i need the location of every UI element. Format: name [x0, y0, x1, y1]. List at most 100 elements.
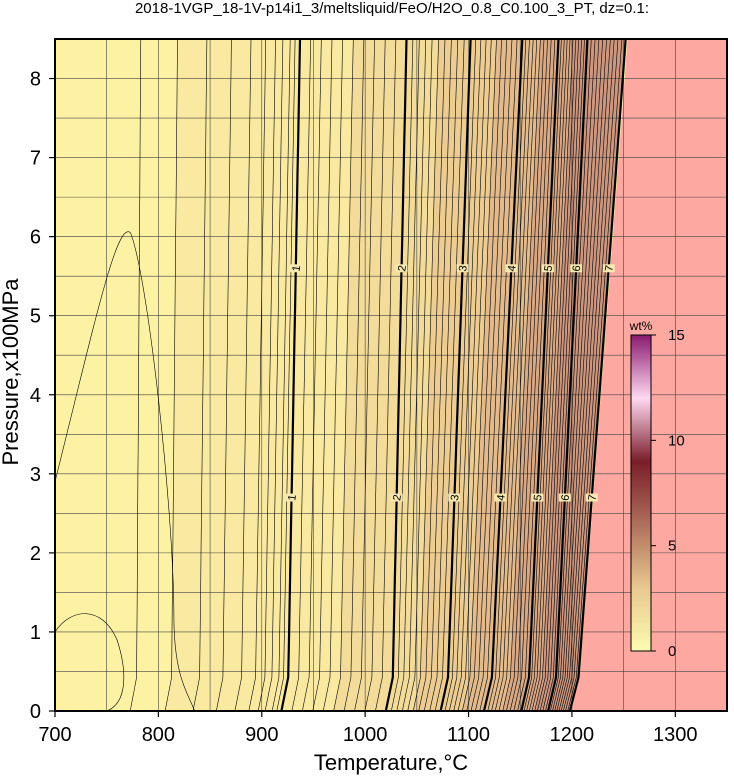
contour-line: [487, 39, 527, 711]
contour-line: [534, 39, 574, 711]
field-band: [281, 39, 354, 711]
y-tick-label: 1: [30, 622, 41, 644]
y-tick-label: 7: [30, 148, 41, 170]
contour-label-bg: [531, 493, 544, 502]
contour-line: [491, 39, 530, 711]
contour-line: [216, 39, 232, 711]
contour-line: [333, 39, 354, 711]
contour-label: 5: [543, 265, 556, 273]
contour-label: 2: [391, 494, 404, 502]
contour-line: [479, 39, 518, 711]
contour-label: 1: [286, 494, 299, 502]
contour-line: [192, 39, 208, 711]
contour-line: [523, 39, 562, 711]
x-tick-label: 700: [38, 724, 71, 746]
contour-line: [264, 39, 284, 711]
x-tick-label: 800: [142, 724, 175, 746]
field-band: [55, 39, 178, 711]
contour-label: 6: [571, 265, 584, 273]
contour-label: 4: [506, 265, 519, 273]
contour-line: [248, 39, 266, 711]
field-band: [413, 39, 471, 711]
contour-line-bold: [547, 39, 589, 711]
contour-line: [354, 39, 375, 711]
contour-label-bg: [505, 264, 518, 273]
contour-line: [565, 39, 619, 711]
contour-line: [302, 39, 322, 711]
y-tick-label: 6: [30, 227, 41, 249]
contour-line: [434, 39, 465, 711]
contour-labels: 1 1 2 2 3 3 4 4 5 5 6 6 7 7: [285, 264, 616, 502]
contour-line: [502, 39, 541, 711]
contour-label-bg: [395, 264, 408, 273]
contour-line: [429, 39, 459, 711]
contour-line: [567, 39, 623, 711]
colorbar-tick-label: 15: [668, 327, 685, 344]
contour-lines: [55, 39, 627, 711]
y-axis-label: Pressure,x100MPa: [0, 278, 23, 466]
contour-line: [444, 39, 477, 711]
colorbar-label: wt%: [629, 319, 653, 333]
contour-line: [391, 39, 414, 711]
plot-area: [55, 39, 727, 711]
colorbar-tick-label: 10: [668, 432, 685, 449]
contour-label-bg: [570, 264, 583, 273]
contour-line: [449, 39, 482, 711]
y-tick-label: 3: [30, 464, 41, 486]
contour-line: [234, 39, 252, 711]
field-band: [385, 39, 439, 711]
contour-line: [466, 39, 502, 711]
contour-line: [537, 39, 577, 711]
contour-line: [470, 39, 508, 711]
contour-line: [312, 39, 333, 711]
contour-line: [554, 39, 600, 711]
contour-line: [563, 39, 615, 711]
contour-line: [364, 39, 386, 711]
contour-line: [550, 39, 592, 711]
x-tick-label: 1300: [653, 724, 698, 746]
field-band: [534, 39, 588, 711]
chart-title: 2018-1VGP_18-1V-p14i1_3/meltsliquid/FeO/…: [135, 0, 649, 17]
contour-label: 7: [586, 494, 599, 502]
y-tick-label: 4: [30, 385, 41, 407]
contour-line: [457, 39, 492, 711]
contour-label-bg: [289, 264, 302, 273]
x-tick-label: 1200: [550, 724, 595, 746]
contour-line: [498, 39, 538, 711]
colorbar-tick-label: 5: [668, 538, 676, 555]
contour-line-bold: [568, 39, 627, 711]
contour-line-bold: [520, 39, 560, 711]
contour-line: [545, 39, 585, 711]
contour-line: [462, 39, 497, 711]
contour-line: [276, 39, 296, 711]
contour-line: [526, 39, 565, 711]
contour-line: [560, 39, 611, 711]
field-band: [484, 39, 541, 711]
contour-label-bg: [558, 493, 571, 502]
contour-label-bg: [494, 493, 507, 502]
contour-label: 4: [495, 494, 508, 502]
color-field: [55, 39, 727, 711]
contour-label-bg: [448, 493, 461, 502]
contour-line-bold: [384, 39, 408, 711]
contour-line: [418, 39, 446, 711]
contour-label-bg: [541, 264, 554, 273]
y-tick-label: 0: [30, 701, 41, 723]
colorbar: wt% 0 5 10 15: [629, 319, 685, 660]
contour-label: 3: [457, 265, 470, 273]
x-tick-label: 900: [245, 724, 278, 746]
contour-line: [55, 231, 195, 711]
contour-label: 2: [396, 265, 409, 273]
contour-line: [343, 39, 365, 711]
contour-label: 3: [449, 494, 462, 502]
x-tick-label: 1000: [343, 724, 388, 746]
contour-line: [407, 39, 433, 711]
contour-line: [291, 39, 311, 711]
contour-line: [552, 39, 596, 711]
x-axis-label: Temperature,°C: [314, 750, 468, 775]
contour-line: [271, 39, 291, 711]
contour-line-bold: [439, 39, 472, 711]
x-tick-label: 1100: [447, 724, 490, 746]
